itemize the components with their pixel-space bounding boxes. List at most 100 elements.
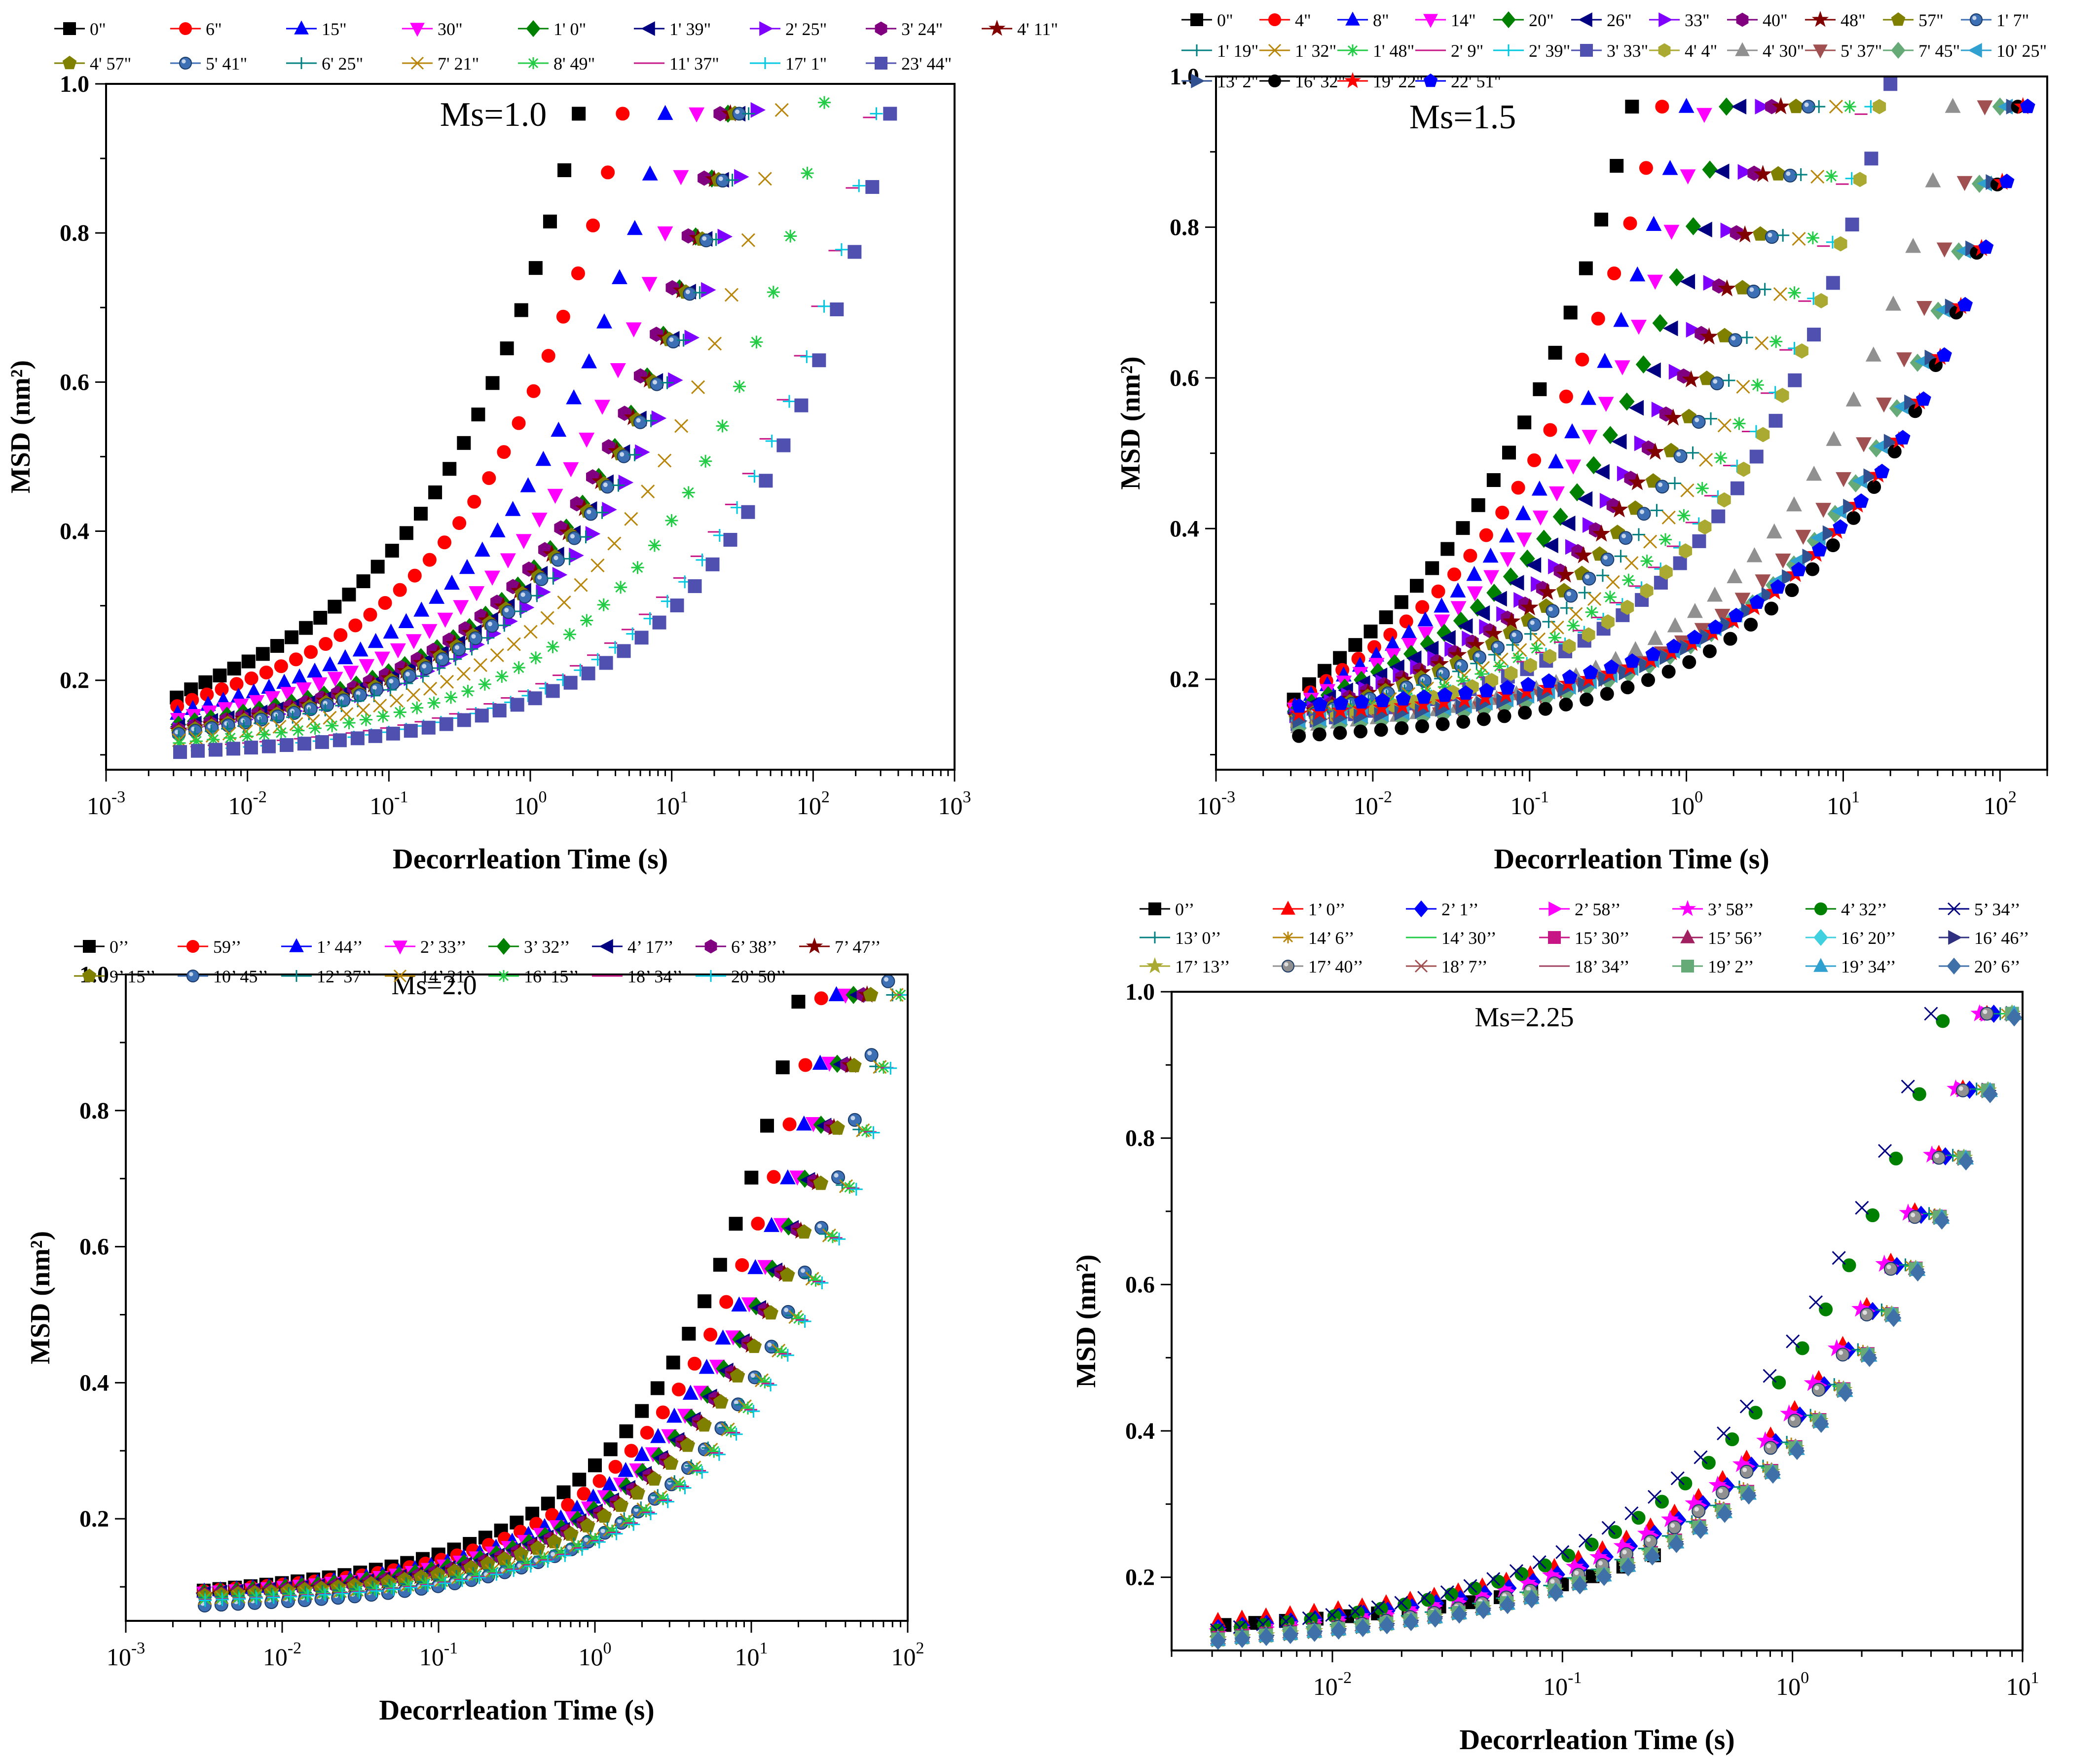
legend-marker [1501,11,1516,29]
data-point-shine [1766,1443,1771,1449]
data-point [847,245,862,259]
data-point [1782,569,1797,585]
data-point [1956,1083,1970,1097]
data-point [1371,1600,1385,1614]
data-point [1764,601,1778,616]
legend-marker [704,939,717,954]
data-point [1363,624,1378,638]
data-point [1650,504,1663,517]
data-point [1717,1504,1732,1523]
data-point [673,1478,687,1492]
legend-label: 4' 11" [1017,19,1058,39]
legend-item-21: 20’ 6’’ [1939,957,2021,976]
data-point-shine [1749,287,1754,292]
data-point [1562,638,1576,654]
data-point [1564,423,1580,439]
data-point [1746,547,1763,562]
data-point [1937,347,1952,362]
data-point [1234,1630,1250,1648]
legend-label: 6’ 38’’ [731,937,777,957]
data-point [551,421,567,437]
data-point [1768,413,1783,428]
data-point [633,415,647,429]
series-group [195,974,908,1612]
x-tick-label-base: 10 [514,792,539,820]
data-point-shine [669,337,674,342]
legend-marker [1578,12,1592,27]
data-point [726,174,739,187]
data-point [1692,534,1706,548]
legend-marker [498,970,510,982]
data-point [809,1273,822,1287]
data-point [1470,657,1483,670]
data-point [343,666,359,681]
data-point-shine [834,1173,839,1178]
data-point [530,589,544,602]
data-point [696,1465,709,1479]
data-point [369,682,384,697]
legend-marker [1414,959,1428,973]
data-point [1527,617,1542,632]
legend-label: 2’ 1’’ [1441,899,1479,919]
data-point [1677,509,1691,522]
legend-label: 8' 49" [553,54,595,74]
data-point [1680,169,1696,185]
data-point [207,733,220,746]
legend-label: 13' 2" [1217,72,1258,91]
data-point [590,558,605,573]
data-point [385,544,399,558]
data-point [436,1574,449,1588]
data-point [1509,1564,1523,1578]
data-point [1600,552,1615,566]
y-tick-label: 0.4 [1125,1418,1155,1444]
data-point [751,1216,765,1231]
legend-item-12: 15’ 56’’ [1672,928,1763,948]
legend-label: 16’ 15’’ [524,967,579,986]
data-point [830,302,844,317]
data-point [465,642,479,656]
x-tick-label: 101 [735,1639,768,1671]
data-point [1666,638,1682,653]
data-point-shine [422,664,427,669]
legend-marker [1891,41,1906,59]
data-point [1714,608,1731,624]
x-tick-label-exp: 2 [2008,788,2017,806]
data-point [1722,374,1735,387]
data-point-shine [570,534,575,539]
data-point [1500,680,1515,695]
legend-marker [1658,12,1673,27]
data-point [413,601,430,617]
data-point [705,557,720,571]
data-point [800,350,813,363]
data-point [563,628,576,641]
data-point [1739,1399,1754,1414]
legend-marker [410,23,425,37]
legend-marker [806,937,823,954]
data-point [283,1588,296,1602]
data-point-shine [800,1268,806,1273]
data-point [1761,587,1777,603]
data-point [1747,165,1761,181]
data-point [1655,480,1669,494]
data-point [191,744,205,758]
legend-label: 0’’ [1175,899,1194,919]
data-point [326,719,339,732]
data-point [1644,1547,1660,1566]
data-point [1437,680,1451,694]
data-point [1889,1152,1903,1166]
data-point [505,501,521,516]
x-tick-label-base: 10 [797,792,821,820]
data-point [707,1445,721,1458]
data-point [1594,212,1609,226]
data-point [652,615,666,630]
y-tick-label: 0.8 [1170,214,1199,240]
data-point [1627,641,1644,656]
legend-item-14: 16’ 46’’ [1939,928,2029,948]
data-point [1569,483,1585,502]
data-point [1470,598,1485,617]
data-point-shine [1676,451,1681,457]
data-point [1427,1609,1443,1628]
series-17 [173,107,897,759]
data-point [697,1417,712,1432]
y-axis-label: MSD (nm²) [5,360,36,493]
